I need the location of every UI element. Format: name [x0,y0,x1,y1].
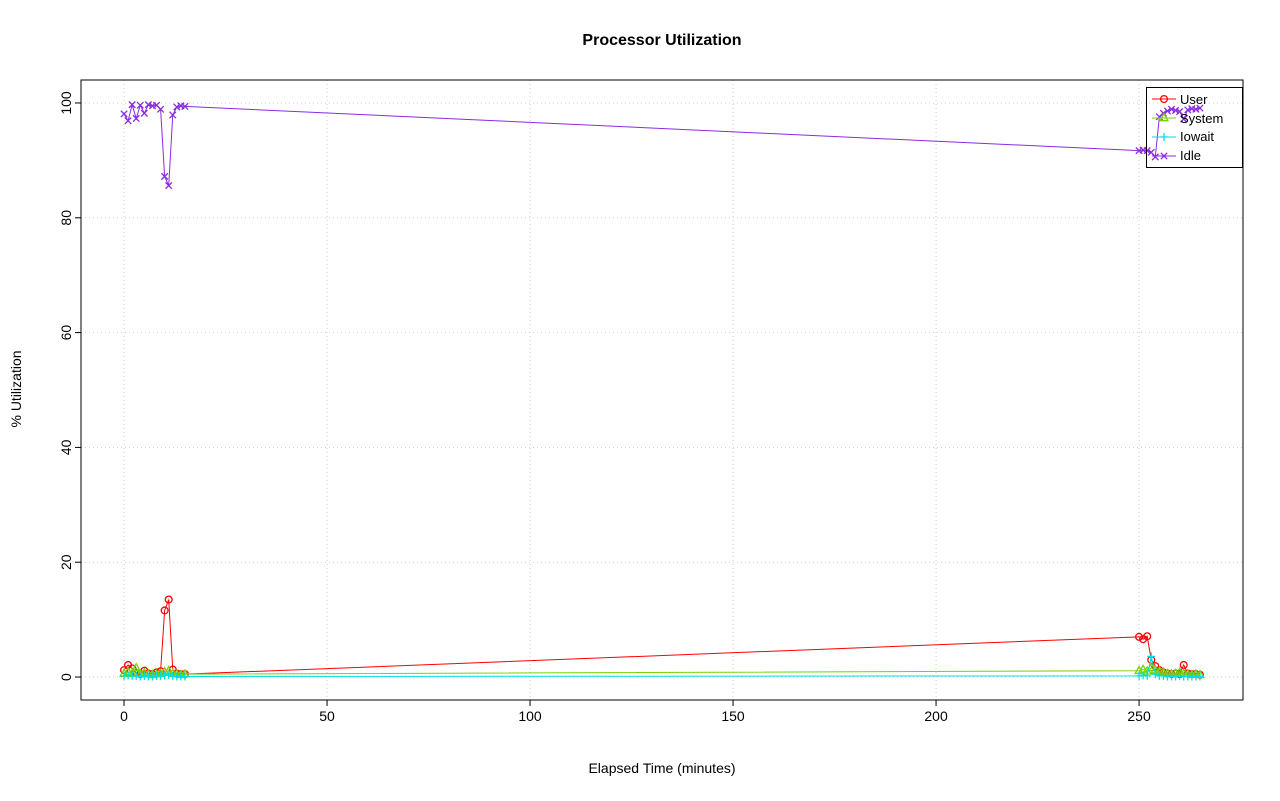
legend-symbol-system [1152,112,1176,122]
x-tick-label: 250 [1127,708,1151,724]
marker-x [140,109,148,117]
marker-x [169,111,177,119]
y-tick-label: 20 [58,554,74,570]
legend-label-system: System [1180,110,1224,126]
y-axis-label: % Utilization [8,350,24,428]
marker-triangle [1158,112,1170,122]
series-group [119,101,1205,681]
marker-x [136,101,144,109]
marker-plus [1151,670,1160,679]
axes [75,79,1244,706]
legend-item-iowait: Iowait [1151,128,1238,145]
x-tick-label: 50 [319,708,335,724]
marker-x [1171,106,1180,115]
marker-circle [164,595,173,604]
marker-x [1167,105,1176,113]
marker-x [1160,151,1168,160]
marker-circle [1143,632,1152,641]
series-markers-iowait [120,652,1204,681]
legend-item-system: System [1151,110,1238,127]
marker-plus [180,672,189,681]
legend-label-idle: Idle [1180,148,1201,164]
y-tick-label: 100 [58,91,74,115]
legend-marker-idle [1160,151,1168,160]
series-line-system [123,666,1201,676]
chart-title: Processor Utilization [582,32,742,49]
x-axis-label: Elapsed Time (minutes) [588,760,736,776]
series-markers-user [119,595,1205,679]
marker-x [120,110,128,118]
marker-x [156,105,165,113]
marker-circle [1135,632,1144,641]
marker-x [173,103,181,111]
marker-plus [1147,652,1156,661]
marker-x [1163,107,1172,115]
legend-item-user: User [1151,91,1238,108]
legend: User System Iowait Idle [1146,87,1243,168]
legend-symbol-user [1152,95,1176,104]
x-tick-label: 200 [924,708,948,724]
x-tick-label: 150 [721,708,745,724]
marker-x [1143,146,1151,155]
marker-plus [164,670,173,679]
marker-x [1192,105,1200,113]
y-tick-label: 0 [58,673,74,681]
gridlines [81,80,1243,700]
legend-marker-user [1159,95,1169,104]
marker-x [160,172,169,181]
legend-symbol-iowait [1152,132,1176,141]
tick-labels: 0 50 100 150 200 250 0 20 40 60 80 100 [58,91,1151,724]
y-tick-label: 40 [58,439,74,455]
marker-triangle [131,662,142,672]
series-line-idle [123,102,1201,186]
legend-marker-system [1158,112,1170,122]
y-tick-label: 60 [58,325,74,341]
marker-plus [1160,132,1168,141]
marker-circle [160,606,169,615]
marker-x [165,181,173,190]
marker-x [144,101,153,109]
marker-x [181,102,189,111]
marker-x [1180,115,1188,123]
marker-circle [1159,95,1169,104]
y-tick-label: 80 [58,210,74,226]
marker-x [1151,153,1159,161]
marker-x [124,117,132,125]
legend-item-idle: Idle [1151,147,1238,164]
legend-label-iowait: Iowait [1180,129,1214,145]
marker-x [1196,104,1204,112]
series-line-user [123,599,1201,676]
series-markers-idle [120,101,1204,190]
marker-plus [1143,671,1152,680]
marker-x [132,114,140,123]
marker-x [1184,106,1192,114]
marker-x [1176,107,1184,116]
marker-x [128,101,136,109]
marker-plus [1195,672,1204,681]
x-tick-label: 100 [518,708,542,724]
legend-symbol-idle [1152,151,1176,160]
x-tick-label: 0 [120,708,128,724]
legend-marker-iowait [1160,132,1168,141]
plot-box [80,79,1244,701]
legend-label-user: User [1180,91,1208,107]
